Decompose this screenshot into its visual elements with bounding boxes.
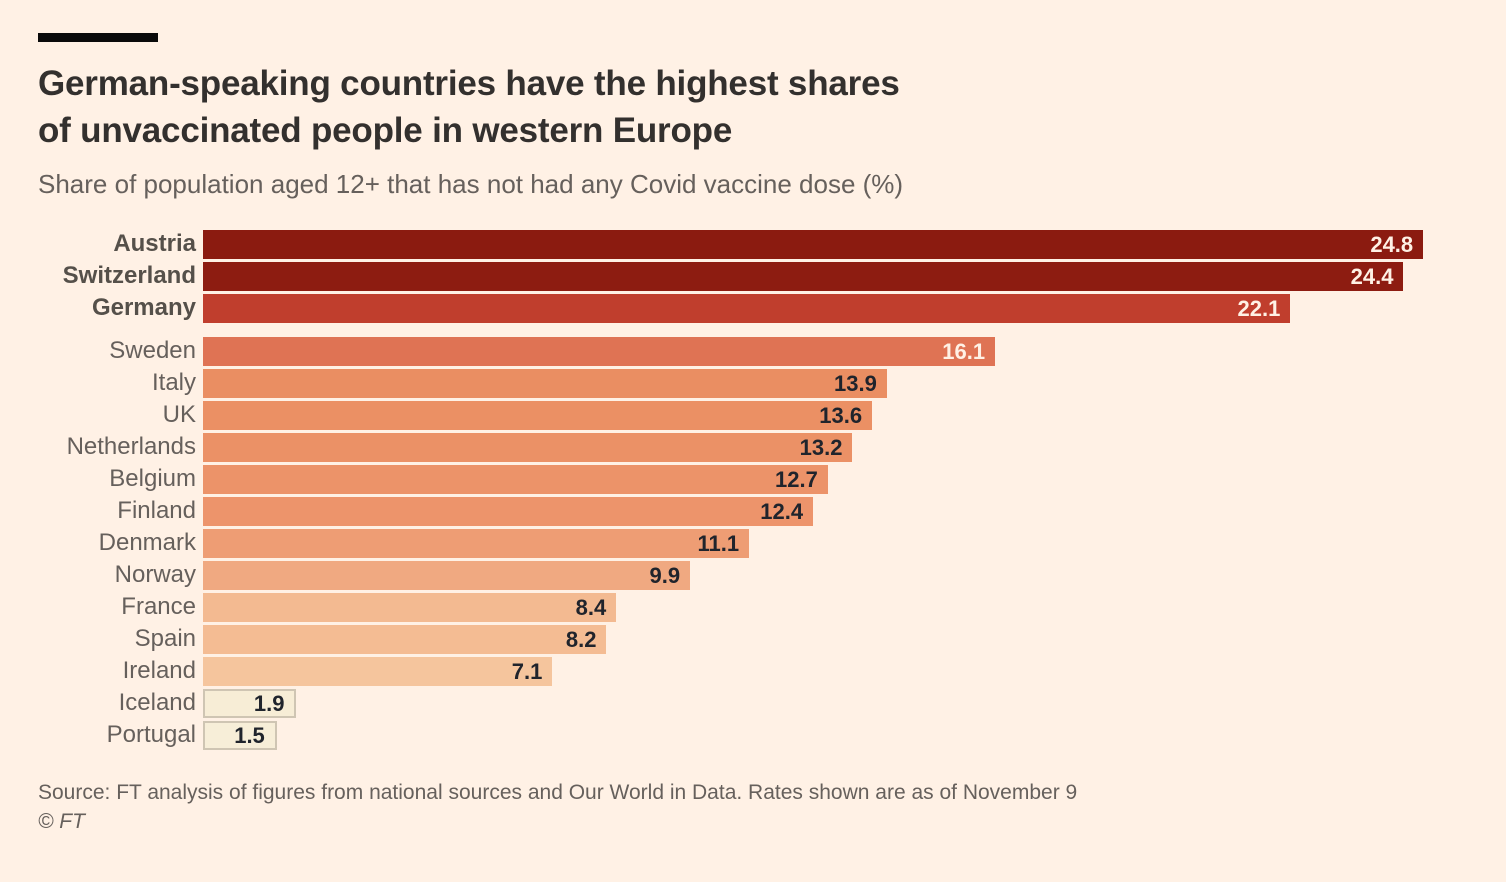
chart-row-iceland: Iceland 1.9 [38,687,1433,719]
chart-title-line1: German-speaking countries have the highe… [38,64,900,103]
value-label: 8.4 [575,594,607,620]
value-label: 24.8 [1370,231,1414,257]
value-label: 13.9 [834,370,877,396]
value-label: 24.4 [1350,263,1394,289]
bar-track: 22.1 [203,293,1433,323]
chart-row-italy: Italy 13.9 [38,367,1433,399]
bar-portugal: 1.5 [203,720,277,750]
country-label: Austria [113,230,196,257]
chart-subtitle: Share of population aged 12+ that has no… [38,169,904,199]
value-label: 12.7 [775,466,818,492]
bar-switzerland: 24.4 [203,261,1404,291]
chart-row-norway: Norway 9.9 [38,559,1433,591]
chart-row-portugal: Portugal 1.5 [38,719,1433,751]
bar-finland: 12.4 [203,496,814,526]
country-label: Denmark [98,529,196,556]
bar-track: 24.4 [203,261,1433,291]
chart-row-sweden: Sweden 16.1 [38,335,1433,367]
bar-track: 13.2 [203,432,1433,462]
country-label: Portugal [106,721,196,748]
bar-track: 11.1 [203,528,1433,558]
country-label: Italy [151,369,196,396]
value-label: 7.1 [511,658,543,684]
chart-row-germany: Germany 22.1 [38,292,1433,324]
bar-track: 8.2 [203,624,1433,654]
bar-track: 16.1 [203,336,1433,366]
chart-row-netherlands: Netherlands 13.2 [38,431,1433,463]
country-label: Netherlands [66,433,196,460]
bar-norway: 9.9 [203,560,691,590]
chart-row-ireland: Ireland 7.1 [38,655,1433,687]
country-label: Belgium [109,465,196,492]
value-label: 12.4 [760,498,804,524]
value-label: 8.2 [565,626,597,652]
country-label: Norway [114,561,196,588]
bar-track: 9.9 [203,560,1433,590]
copyright-note: © FT [38,810,85,833]
bar-track: 7.1 [203,656,1433,686]
chart-row-austria: Austria 24.8 [38,228,1433,260]
chart-row-spain: Spain 8.2 [38,623,1433,655]
bar-belgium: 12.7 [203,464,828,494]
value-label: 13.6 [819,402,863,428]
bar-uk: 13.6 [203,400,873,430]
value-label: 9.9 [649,562,681,588]
chart-title-line2: of unvaccinated people in western Europe [38,111,733,150]
chart-footer: Source: FT analysis of figures from nati… [38,778,1077,836]
bar-italy: 13.9 [203,368,887,398]
chart-row-switzerland: Switzerland 24.4 [38,260,1433,292]
bar-ireland: 7.1 [203,656,553,686]
country-label: Spain [134,625,196,652]
ft-accent-bar [38,33,158,42]
country-label: UK [162,401,196,428]
value-label: 16.1 [942,338,986,364]
country-label: Ireland [122,657,196,684]
chart-row-denmark: Denmark 11.1 [38,527,1433,559]
bar-track: 13.9 [203,368,1433,398]
country-label: Finland [117,497,196,524]
chart-row-finland: Finland 12.4 [38,495,1433,527]
bar-track: 24.8 [203,229,1433,259]
country-label: Iceland [118,689,196,716]
bar-track: 8.4 [203,592,1433,622]
bar-netherlands: 13.2 [203,432,853,462]
source-note: Source: FT analysis of figures from nati… [38,781,1078,804]
bar-germany: 22.1 [203,293,1291,323]
bar-iceland: 1.9 [203,688,297,718]
value-label: 22.1 [1237,295,1281,321]
chart-row-uk: UK 13.6 [38,399,1433,431]
bar-spain: 8.2 [203,624,607,654]
value-label: 11.1 [697,530,740,556]
value-label: 1.5 [234,722,265,748]
country-label: Germany [91,294,196,321]
bar-austria: 24.8 [203,229,1424,259]
bar-sweden: 16.1 [203,336,996,366]
chart-row-france: France 8.4 [38,591,1433,623]
chart-row-belgium: Belgium 12.7 [38,463,1433,495]
bar-denmark: 11.1 [203,528,750,558]
bar-track: 1.9 [203,688,1433,718]
value-label: 13.2 [799,434,843,460]
bar-track: 1.5 [203,720,1433,750]
bar-chart: Austria 24.8 Switzerland 24.4 Germany 22.1 Swe… [38,228,1433,751]
value-label: 1.9 [253,690,285,716]
bar-france: 8.4 [203,592,617,622]
chart-title: German-speaking countries have the highe… [38,60,900,154]
bar-track: 13.6 [203,400,1433,430]
country-label: France [121,593,196,620]
country-label: Switzerland [62,262,196,289]
country-label: Sweden [109,337,196,364]
bar-track: 12.7 [203,464,1433,494]
bar-track: 12.4 [203,496,1433,526]
